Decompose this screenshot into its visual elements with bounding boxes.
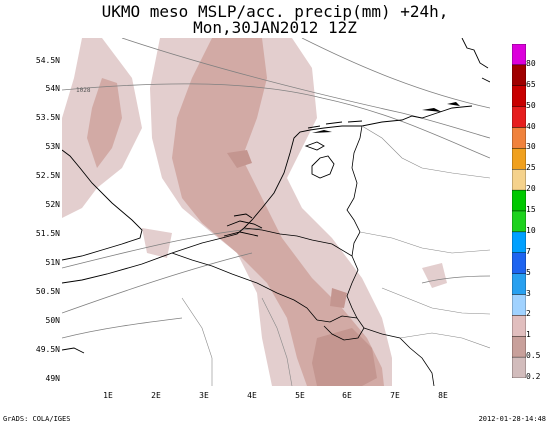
colorbar-swatch <box>512 294 526 316</box>
footer-timestamp: 2012-01-28-14:48 <box>478 415 546 423</box>
lon-label: 1E <box>103 391 113 400</box>
lon-label: 8E <box>438 391 448 400</box>
lat-label: 50.5N <box>35 287 60 296</box>
lat-label: 53.5N <box>35 113 60 122</box>
colorbar-swatch <box>512 356 526 378</box>
colorbar-label: 15 <box>526 205 536 214</box>
front-markers <box>312 102 460 133</box>
lat-label: 53N <box>45 142 60 151</box>
lat-label: 49N <box>45 374 60 383</box>
title-line-2: Mon,30JAN2012 12Z <box>193 18 357 37</box>
colorbar-swatch <box>512 64 526 86</box>
colorbar-label: 5 <box>526 267 531 277</box>
lon-label: 5E <box>295 391 305 400</box>
colorbar-label: 40 <box>526 121 536 131</box>
isobar-label: 1028 <box>76 87 91 94</box>
colorbar-swatch <box>512 252 526 274</box>
colorbar-label: 2 <box>526 309 531 319</box>
lat-label: 54.5N <box>35 56 60 65</box>
colorbar-label: 0.5 <box>526 351 541 361</box>
colorbar-swatch <box>512 210 526 233</box>
lon-label: 3E <box>199 391 209 400</box>
lat-label: 52.5N <box>35 171 60 180</box>
lat-label: 54N <box>45 84 60 93</box>
lat-label: 51N <box>45 258 60 267</box>
colorbar-label: 30 <box>526 142 536 152</box>
colorbar-swatch <box>512 85 526 107</box>
colorbar-swatch <box>512 106 526 128</box>
colorbar-label: 20 <box>526 184 536 194</box>
colorbar-label: 50 <box>526 100 536 110</box>
footer-credit: GrADS: COLA/IGES <box>3 415 71 423</box>
lon-label: 4E <box>247 391 257 400</box>
colorbar-swatch <box>512 127 526 149</box>
coastlines <box>62 38 490 354</box>
colorbar-swatch <box>512 148 526 170</box>
colorbar-swatch <box>512 273 526 295</box>
colorbar-label: 0.2 <box>526 372 541 381</box>
colorbar-label: 1 <box>526 330 531 340</box>
lon-label: 7E <box>390 391 400 400</box>
lat-label: 49.5N <box>35 345 60 354</box>
isobars <box>62 38 490 339</box>
lat-label: 50N <box>45 316 60 325</box>
colorbar-swatch <box>512 231 526 253</box>
country-borders <box>171 125 490 386</box>
precip-heavy-spots <box>227 150 377 386</box>
colorbar-swatch <box>512 44 526 66</box>
colorbar-swatch <box>512 315 526 337</box>
lat-label: 52N <box>45 200 60 209</box>
colorbar-swatch <box>512 169 526 191</box>
colorbar-swatch <box>512 336 526 358</box>
title-line-1: UKMO meso MSLP/acc. precip(mm) +24h, <box>101 2 449 21</box>
lon-label: 2E <box>151 391 161 400</box>
precipitation-map: 1028 <box>62 38 490 386</box>
colorbar-label: 7 <box>526 246 531 256</box>
colorbar-swatch <box>512 189 526 212</box>
colorbar-label: 10 <box>526 225 536 235</box>
colorbar-label: 80 <box>526 58 536 68</box>
lat-label: 51.5N <box>35 229 60 238</box>
colorbar-label: 3 <box>526 288 531 298</box>
colorbar-label: 25 <box>526 163 536 173</box>
colorbar-label: 65 <box>526 79 536 89</box>
colorbar <box>512 44 526 378</box>
lon-label: 6E <box>342 391 352 400</box>
